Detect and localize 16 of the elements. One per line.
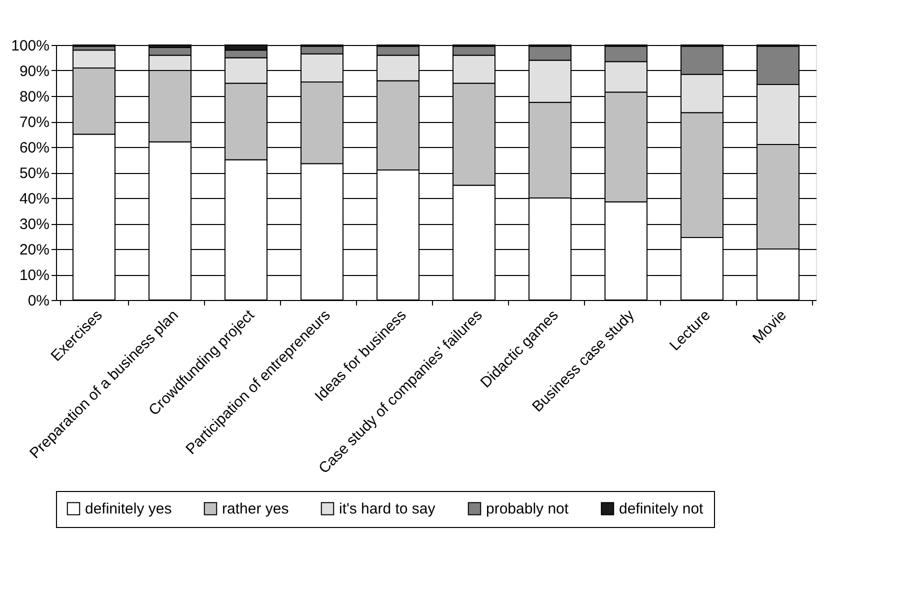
legend-label: definitely yes <box>85 500 172 518</box>
y-tick-label: 70% <box>19 114 50 131</box>
y-tick-label: 30% <box>19 216 50 233</box>
y-tick-label: 60% <box>19 140 50 156</box>
y-tick-label: 40% <box>19 190 50 208</box>
legend-label: it's hard to say <box>339 500 436 518</box>
y-tick-label: 50% <box>19 165 50 182</box>
legend-label: rather yes <box>222 500 289 518</box>
y-tick-label: 0% <box>28 292 50 310</box>
legend-label: probably not <box>486 500 570 518</box>
y-tick-label: 80% <box>19 88 50 106</box>
y-tick-label: 90% <box>19 63 50 80</box>
y-tick-label: 100% <box>11 38 50 54</box>
y-tick-label: 10% <box>19 267 50 284</box>
y-tick-label: 20% <box>19 242 50 258</box>
legend-label: definitely not <box>619 500 704 518</box>
